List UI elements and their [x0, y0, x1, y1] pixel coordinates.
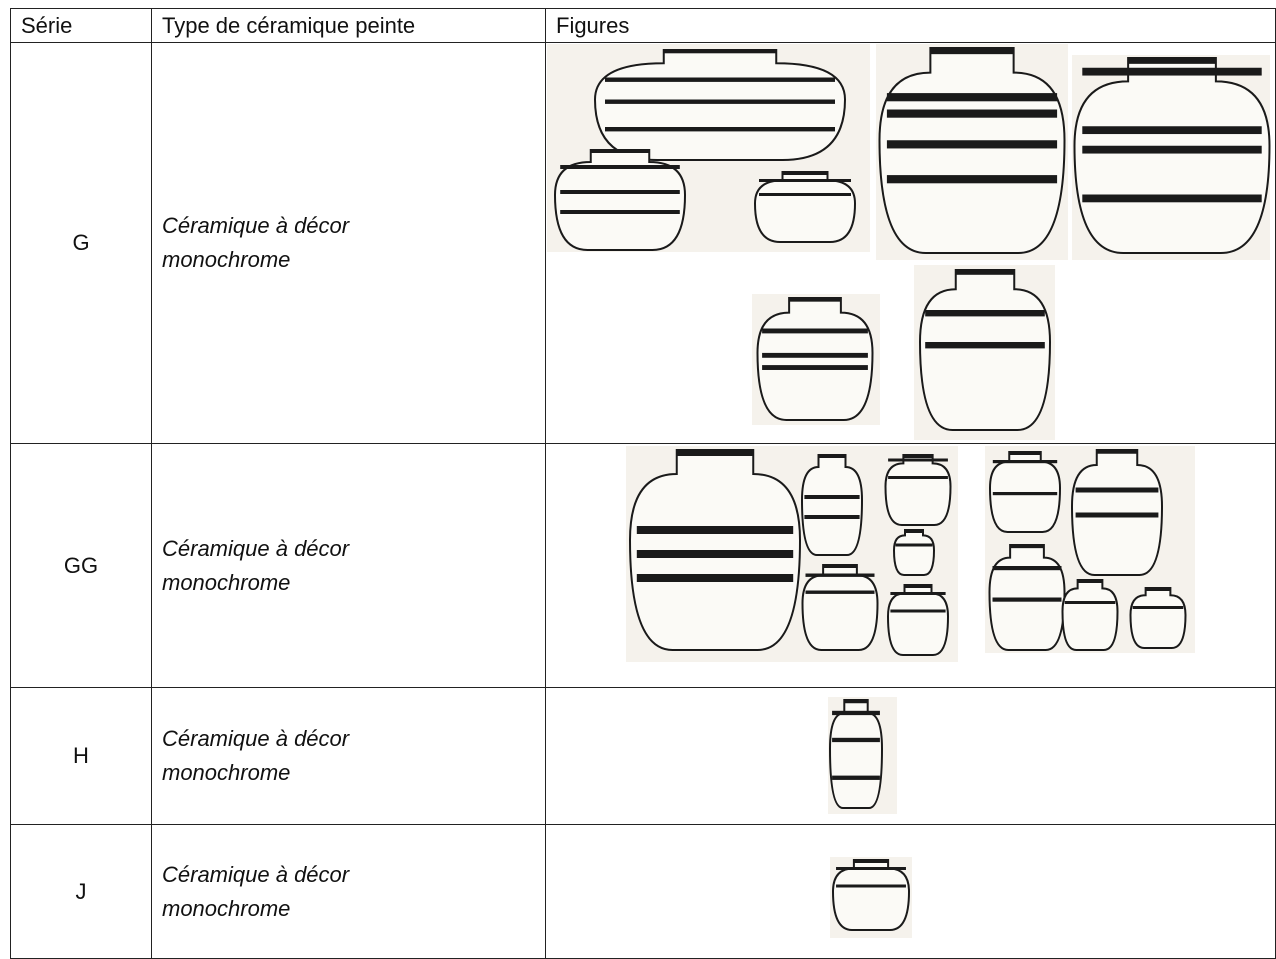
- serie-cell: G: [10, 42, 152, 444]
- serie-cell: GG: [10, 443, 152, 688]
- row: H Céramique à décor monochrome: [10, 687, 1276, 825]
- figures-cell: [545, 824, 1276, 959]
- type-text: Céramique à décor monochrome: [162, 726, 350, 785]
- figures-cell: [545, 443, 1276, 688]
- header-cell: Type de céramique peinte: [151, 8, 546, 43]
- figures-cell: [545, 42, 1276, 444]
- header-row: Série Type de céramique peinte Figures: [10, 8, 1276, 43]
- header-cell: Série: [10, 8, 152, 43]
- type-cell: Céramique à décor monochrome: [151, 42, 546, 444]
- header-cell: Figures: [545, 8, 1276, 43]
- row: J Céramique à décor monochrome: [10, 824, 1276, 959]
- type-text: Céramique à décor monochrome: [162, 535, 350, 595]
- type-cell: Céramique à décor monochrome: [151, 443, 546, 688]
- serie-cell: H: [10, 687, 152, 825]
- type-cell: Céramique à décor monochrome: [151, 687, 546, 825]
- type-text: Céramique à décor monochrome: [162, 213, 350, 272]
- type-text: Céramique à décor monochrome: [162, 861, 350, 921]
- row: G Céramique à décor monochrome: [10, 42, 1276, 444]
- ceramic-table: Série Type de céramique peinte Figures G…: [10, 8, 1276, 959]
- type-cell: Céramique à décor monochrome: [151, 824, 546, 959]
- serie-cell: J: [10, 824, 152, 959]
- row: GG Céramique à décor monochrome: [10, 443, 1276, 688]
- figures-cell: [545, 687, 1276, 825]
